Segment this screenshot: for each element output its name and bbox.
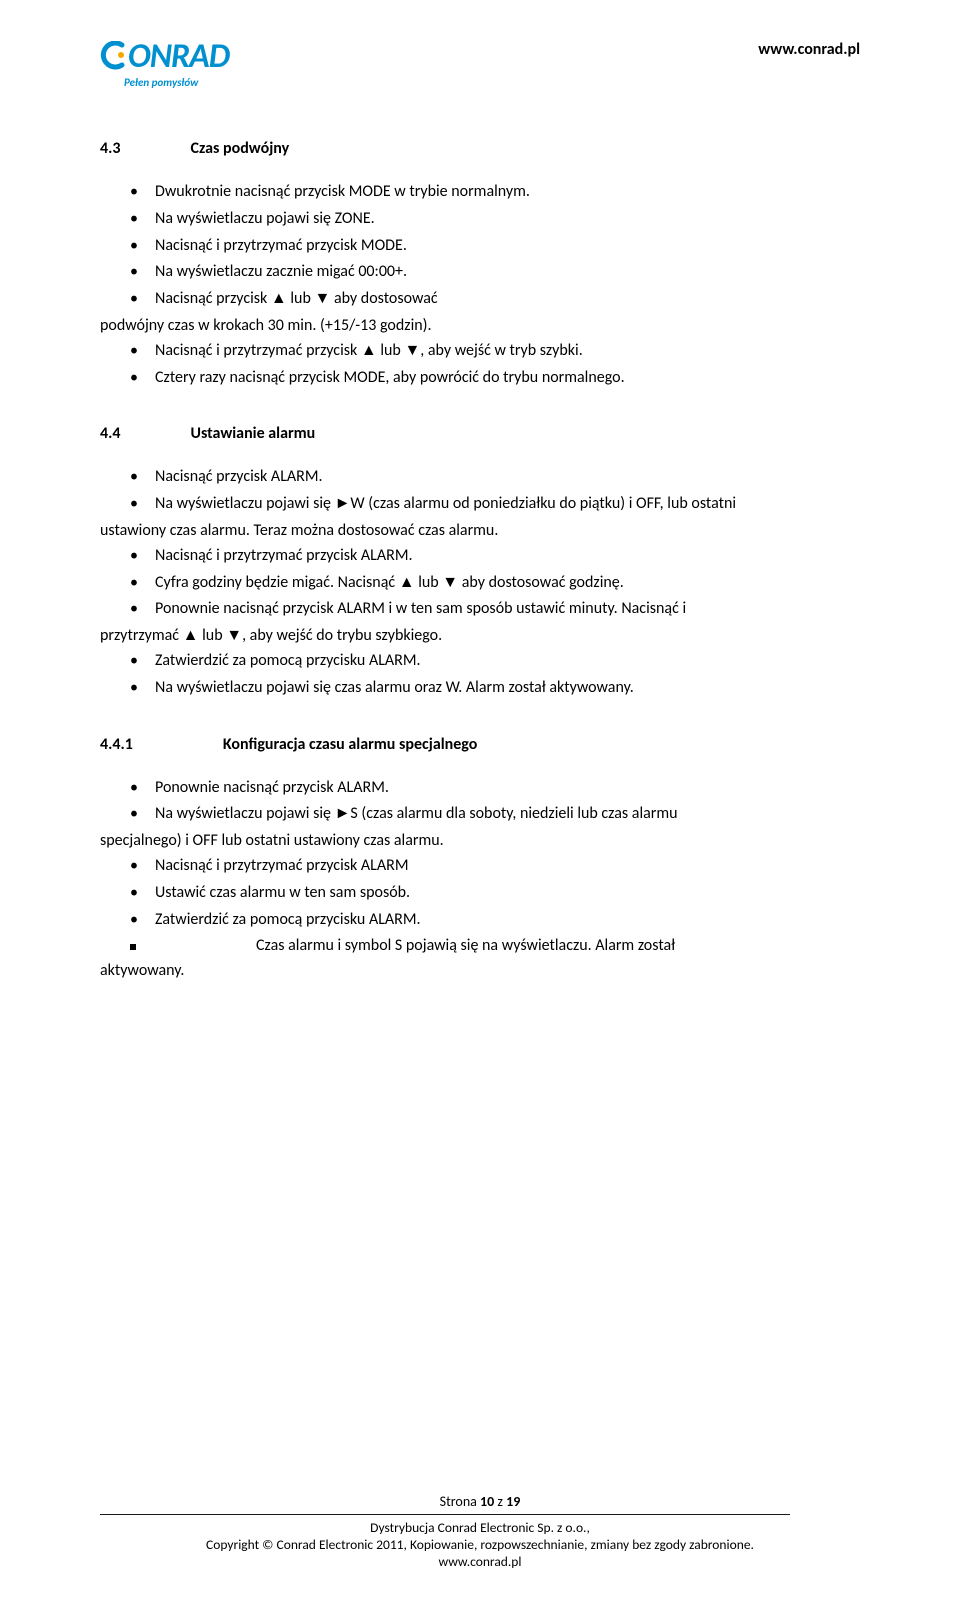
- logo: ONRAD Pełen pomysłów: [100, 40, 229, 89]
- list-item: Nacisnąć i przytrzymać przycisk ALARM.: [100, 544, 860, 569]
- square-bullet-icon: [130, 944, 136, 950]
- list-item-continuation: podwójny czas w krokach 30 min. (+15/-13…: [100, 314, 860, 339]
- logo-c-icon: [100, 40, 128, 74]
- list-item-continuation: przytrzymać ▲ lub ▼, aby wejść do trybu …: [100, 624, 860, 649]
- footer-line-1: Dystrybucja Conrad Electronic Sp. z o.o.…: [0, 1519, 960, 1536]
- section-number: 4.4.1: [100, 735, 133, 754]
- section-number: 4.4: [100, 424, 121, 443]
- footer-line-3: www.conrad.pl: [0, 1553, 960, 1570]
- section-4-3-list: Dwukrotnie nacisnąć przycisk MODE w tryb…: [100, 180, 860, 312]
- list-item: Na wyświetlaczu pojawi się ZONE.: [100, 207, 860, 232]
- list-item: Cztery razy nacisnąć przycisk MODE, aby …: [100, 366, 860, 391]
- list-item: Na wyświetlaczu pojawi się ►W (czas alar…: [100, 492, 860, 517]
- header-url: www.conrad.pl: [758, 40, 860, 59]
- list-item: Na wyświetlaczu zacznie migać 00:00+.: [100, 260, 860, 285]
- square-bullet-line: Czas alarmu i symbol S pojawią się na wy…: [100, 934, 860, 959]
- list-item: Cyfra godziny będzie migać. Nacisnąć ▲ l…: [100, 571, 860, 596]
- list-item: Ponownie nacisnąć przycisk ALARM.: [100, 776, 860, 801]
- list-item: Nacisnąć i przytrzymać przycisk ▲ lub ▼,…: [100, 339, 860, 364]
- section-4-3-heading: 4.3 Czas podwójny: [100, 139, 860, 158]
- section-4-4-1-heading: 4.4.1 Konfiguracja czasu alarmu specjaln…: [100, 735, 860, 754]
- list-item-text: Czas alarmu i symbol S pojawią się na wy…: [256, 936, 675, 955]
- list-item: Na wyświetlaczu pojawi się ►S (czas alar…: [100, 802, 860, 827]
- list-item-continuation: specjalnego) i OFF lub ostatni ustawiony…: [100, 829, 860, 854]
- page-number: Strona 10 z 19: [0, 1493, 960, 1510]
- section-4-4-1-list-2: Nacisnąć i przytrzymać przycisk ALARM Us…: [100, 854, 860, 932]
- section-title: Czas podwójny: [191, 139, 290, 158]
- list-item: Ustawić czas alarmu w ten sam sposób.: [100, 881, 860, 906]
- list-item: Nacisnąć i przytrzymać przycisk ALARM: [100, 854, 860, 879]
- list-item-continuation: ustawiony czas alarmu. Teraz można dosto…: [100, 519, 860, 544]
- list-item: Dwukrotnie nacisnąć przycisk MODE w tryb…: [100, 180, 860, 205]
- list-item: Nacisnąć i przytrzymać przycisk MODE.: [100, 234, 860, 259]
- section-title: Konfiguracja czasu alarmu specjalnego: [223, 735, 477, 754]
- logo-text: ONRAD: [128, 36, 229, 77]
- section-4-4-list-2: Nacisnąć i przytrzymać przycisk ALARM. C…: [100, 544, 860, 622]
- list-item: Nacisnąć przycisk ▲ lub ▼ aby dostosować: [100, 287, 860, 312]
- section-4-4-list: Nacisnąć przycisk ALARM. Na wyświetlaczu…: [100, 465, 860, 517]
- section-4-4-list-3: Zatwierdzić za pomocą przycisku ALARM. N…: [100, 649, 860, 701]
- section-title: Ustawianie alarmu: [191, 424, 316, 443]
- list-item: Nacisnąć przycisk ALARM.: [100, 465, 860, 490]
- section-4-4-heading: 4.4 Ustawianie alarmu: [100, 424, 860, 443]
- list-item: Ponownie nacisnąć przycisk ALARM i w ten…: [100, 597, 860, 622]
- section-number: 4.3: [100, 139, 121, 158]
- section-4-4-1-list: Ponownie nacisnąć przycisk ALARM. Na wyś…: [100, 776, 860, 828]
- logo-tagline: Pełen pomysłów: [124, 76, 229, 89]
- page: ONRAD Pełen pomysłów www.conrad.pl 4.3 C…: [0, 0, 960, 1606]
- list-item-continuation: aktywowany.: [100, 959, 860, 984]
- footer-line-2: Copyright © Conrad Electronic 2011, Kopi…: [0, 1536, 960, 1553]
- list-item: Zatwierdzić za pomocą przycisku ALARM.: [100, 908, 860, 933]
- page-header: ONRAD Pełen pomysłów www.conrad.pl: [100, 40, 860, 89]
- list-item: Na wyświetlaczu pojawi się czas alarmu o…: [100, 676, 860, 701]
- list-item: Zatwierdzić za pomocą przycisku ALARM.: [100, 649, 860, 674]
- logo-main: ONRAD: [100, 40, 229, 74]
- footer-rule: [100, 1514, 790, 1515]
- page-footer: Strona 10 z 19 Dystrybucja Conrad Electr…: [0, 1493, 960, 1570]
- section-4-3-list-cont: Nacisnąć i przytrzymać przycisk ▲ lub ▼,…: [100, 339, 860, 391]
